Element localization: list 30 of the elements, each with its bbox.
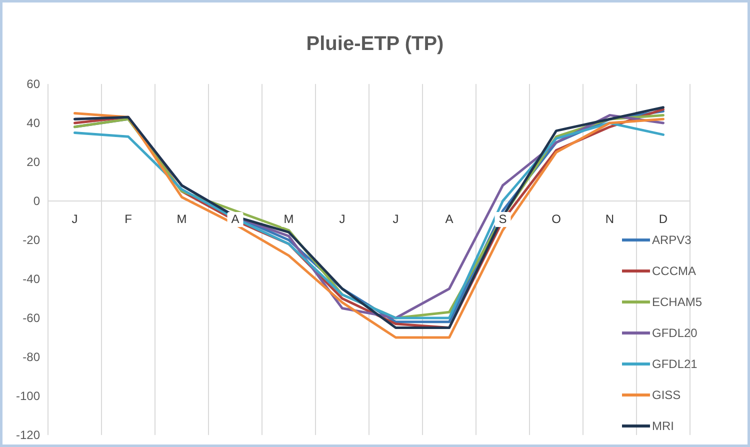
x-tick-label: M [176, 212, 187, 226]
legend-label: GISS [652, 388, 681, 402]
x-tick-label: O [552, 212, 561, 226]
x-tick-label: S [498, 212, 507, 226]
legend-label: ARPV3 [652, 233, 692, 248]
y-tick-label: -100 [16, 389, 40, 404]
y-tick-label: -80 [22, 350, 40, 364]
x-tick-label: J [339, 212, 346, 226]
x-tick-label: J [72, 212, 78, 226]
x-tick-label: N [605, 212, 614, 226]
y-tick-label: 20 [26, 155, 40, 170]
x-tick-label: M [284, 212, 294, 226]
y-tick-label: 60 [26, 77, 40, 92]
y-tick-label: -20 [22, 233, 40, 248]
chart-title: Pluie-ETP (TP) [306, 33, 444, 55]
y-tick-label: -40 [22, 272, 40, 286]
legend-label: GFDL20 [652, 326, 698, 340]
x-tick-label: F [124, 212, 132, 226]
legend-label: GFDL21 [652, 357, 698, 372]
x-tick-label: J [392, 212, 399, 226]
y-tick-label: 40 [26, 116, 40, 130]
x-tick-label: A [445, 212, 454, 226]
x-tick-label: D [658, 212, 668, 226]
y-tick-label: -120 [16, 428, 40, 442]
legend-label: CCCMA [652, 264, 696, 278]
y-tick-label: -60 [22, 311, 40, 326]
x-tick-label: A [231, 212, 240, 226]
y-tick-label: 0 [33, 194, 40, 208]
legend-label: ECHAM5 [652, 295, 702, 310]
legend-label: MRI [652, 419, 674, 434]
